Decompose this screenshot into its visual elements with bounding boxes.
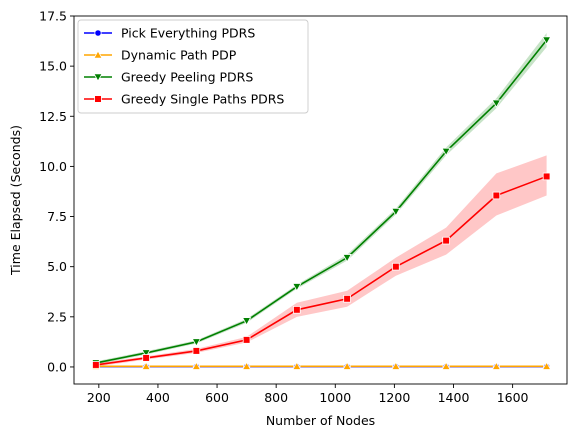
x-tick-label: 400 [146,390,170,405]
series-markers [91,36,552,371]
point-greedy-single-paths-pdrs [542,172,551,181]
plot-frame [73,15,568,385]
point-greedy-peeling-pdrs [391,207,401,217]
point-dynamic-path-pdp [491,361,502,370]
point-dynamic-path-pdp [292,361,302,370]
point-dynamic-path-pdp [391,361,401,370]
line-greedy-single-paths-pdrs [95,175,547,366]
y-axis-label: Time Elapsed (Seconds) [8,125,23,276]
y-tick-label: 10.0 [39,159,67,174]
point-greedy-single-paths-pdrs [142,354,150,362]
point-greedy-peeling-pdrs [141,349,151,358]
legend-swatch-marker [93,50,103,59]
y-tick-label: 7.5 [47,209,67,224]
point-greedy-single-paths-pdrs [343,294,351,303]
point-greedy-peeling-pdrs [342,254,352,263]
point-greedy-single-paths-pdrs [192,347,201,355]
x-tick-label: 1200 [378,390,410,405]
point-greedy-single-paths-pdrs [442,236,450,245]
point-dynamic-path-pdp [441,361,451,370]
legend-label: Greedy Peeling PDRS [121,70,253,85]
x-tick-label: 800 [264,390,288,405]
y-tick-label: 0.0 [47,359,67,374]
legend-swatch-marker [93,73,103,82]
point-greedy-peeling-pdrs [491,99,502,109]
point-dynamic-path-pdp [191,361,202,370]
point-dynamic-path-pdp [541,361,552,370]
point-dynamic-path-pdp [342,361,352,370]
point-dynamic-path-pdp [141,361,151,370]
point-greedy-single-paths-pdrs [92,361,100,369]
legend-swatch-marker [94,29,102,37]
x-tick-label: 200 [87,390,111,405]
point-greedy-single-paths-pdrs [293,305,301,314]
y-tick-label: 5.0 [47,259,67,274]
point-greedy-single-paths-pdrs [492,191,501,200]
point-greedy-peeling-pdrs [241,317,252,326]
point-greedy-peeling-pdrs [541,36,552,45]
legend-label: Pick Everything PDRS [121,26,255,41]
y-axis: 0.0 2.5 5.0 7.5 10.0 12.5 15.0 17.5 [39,9,74,374]
y-tick-label: 17.5 [39,9,67,24]
x-axis-label: Number of Nodes [266,413,375,428]
x-tick-label: 600 [205,390,229,405]
legend-label: Dynamic Path PDP [121,48,237,63]
x-axis: 200 400 600 800 1000 1200 1400 1600 [87,384,529,405]
point-greedy-peeling-pdrs [292,283,302,292]
point-greedy-single-paths-pdrs [242,336,251,344]
point-dynamic-path-pdp [241,361,252,370]
point-greedy-peeling-pdrs [441,147,451,157]
y-tick-label: 15.0 [39,59,67,74]
band-greedy-single-paths-pdrs [95,155,547,367]
y-tick-label: 12.5 [39,109,67,124]
point-greedy-peeling-pdrs [191,338,202,347]
x-tick-label: 1600 [497,390,529,405]
legend-box [77,19,309,114]
series-lines [95,39,548,368]
x-tick-label: 1400 [438,390,470,405]
legend: Pick Everything PDRS Dynamic Path PDP Gree… [77,19,309,114]
legend-label: Greedy Single Paths PDRS [121,92,284,107]
point-greedy-single-paths-pdrs [392,262,400,271]
x-tick-label: 1000 [319,390,351,405]
line-greedy-peeling-pdrs [95,39,548,364]
y-tick-label: 2.5 [47,309,67,324]
legend-swatch-marker [94,95,102,103]
